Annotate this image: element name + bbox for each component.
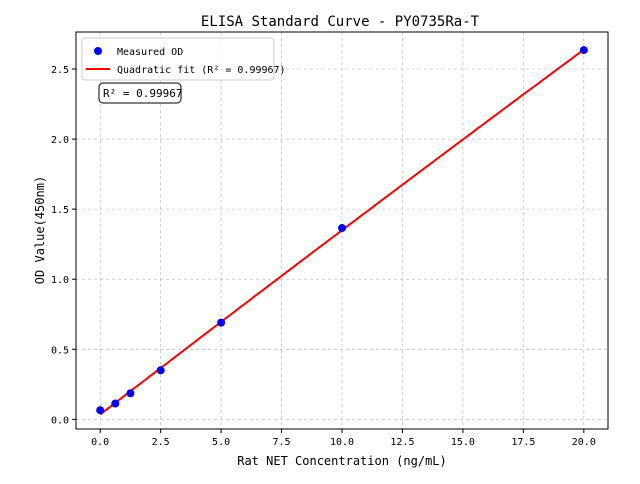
legend-label-measured: Measured OD [117, 47, 183, 58]
plot-frame [75, 31, 609, 430]
x-tick-label: 10.0 [330, 437, 354, 448]
chart-title: ELISA Standard Curve - PY0735Ra-T [201, 14, 480, 30]
x-axis-label: Rat NET Concentration (ng/mL) [237, 454, 447, 468]
y-tick-label: 2.5 [51, 65, 69, 76]
data-point [111, 399, 120, 408]
data-point [579, 46, 588, 55]
data-point [96, 406, 105, 415]
r2-text: R² = 0.99967 [103, 87, 182, 100]
x-tick-label: 20.0 [572, 437, 596, 448]
y-tick-label: 2.0 [51, 135, 69, 146]
x-tick-label: 2.5 [152, 437, 170, 448]
data-point [338, 224, 346, 233]
x-tick-label: 7.5 [273, 437, 291, 448]
data-point [126, 389, 135, 398]
y-tick-label: 1.5 [51, 205, 69, 216]
y-tick-label: 1.0 [51, 275, 69, 286]
r2-annotation: R² = 0.99967 [98, 82, 182, 104]
x-tick-label: 12.5 [390, 437, 414, 448]
points-group [96, 46, 588, 415]
x-ticks: 0.0 2.5 5.0 7.5 10.0 12.5 15.0 17.5 20.0 [91, 429, 596, 448]
y-tick-label: 0.0 [51, 415, 69, 426]
legend-label-fit: Quadratic fit (R² = 0.99967) [117, 65, 286, 76]
legend-marker-measured [94, 47, 102, 55]
y-ticks: 0.0 0.5 1.0 1.5 2.0 2.5 [51, 65, 76, 426]
data-point [217, 318, 226, 327]
y-tick-label: 0.5 [51, 345, 69, 356]
x-tick-label: 15.0 [451, 437, 475, 448]
r2-box [98, 82, 182, 104]
x-tick-label: 5.0 [212, 437, 230, 448]
data-point [156, 366, 165, 375]
x-tick-label: 0.0 [91, 437, 109, 448]
legend: Measured OD Quadratic fit (R² = 0.99967) [81, 37, 286, 81]
x-tick-label: 17.5 [511, 437, 535, 448]
legend-box [81, 37, 275, 81]
y-axis-label: OD Value(450nm) [33, 176, 47, 284]
